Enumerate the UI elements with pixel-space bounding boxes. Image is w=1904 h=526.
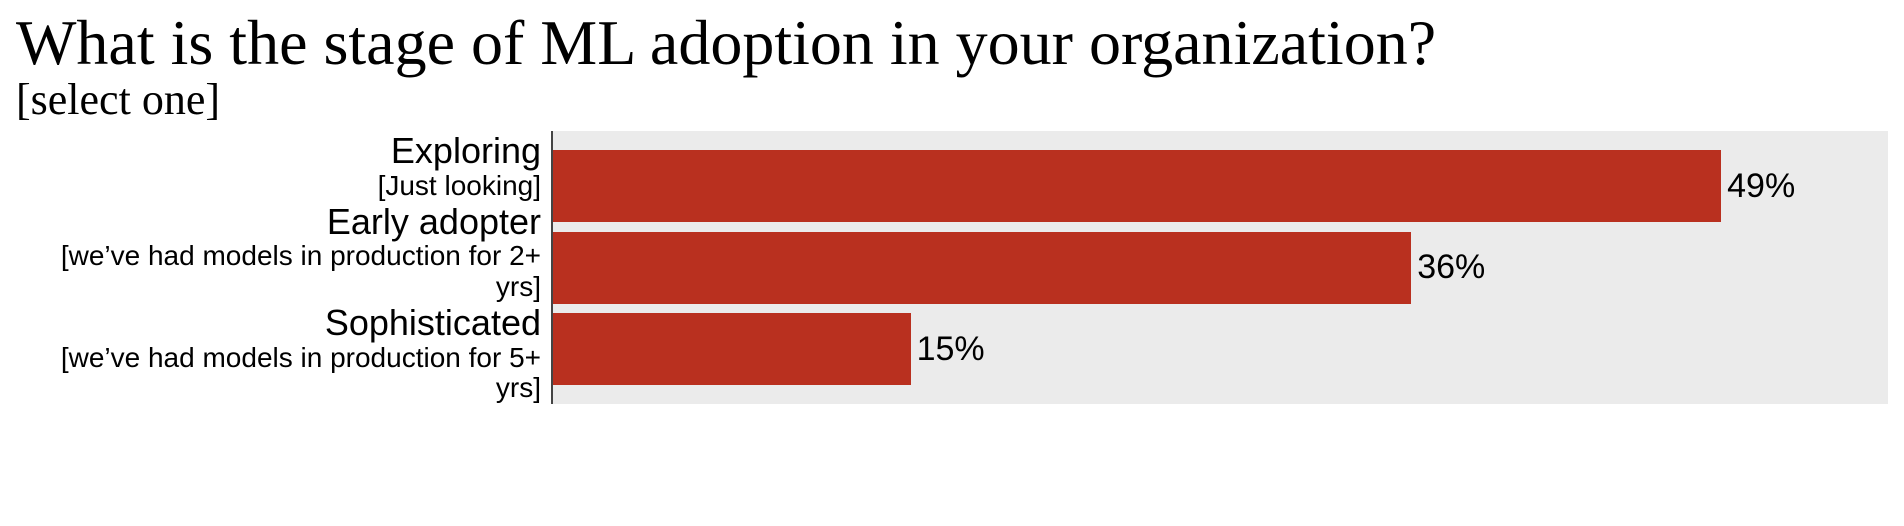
plot-area: 49% 36% 15%: [551, 131, 1888, 404]
bar-chart: Exploring [Just looking] Early adopter […: [16, 131, 1888, 404]
category-label: Sophisticated [we’ve had models in produ…: [16, 303, 541, 404]
category-label-main: Exploring: [16, 131, 541, 171]
category-label-sub: [Just looking]: [16, 171, 541, 202]
chart-title: What is the stage of ML adoption in your…: [16, 8, 1888, 78]
category-label-sub: [we’ve had models in production for 5+ y…: [16, 343, 541, 405]
bar-value: 49%: [1721, 167, 1795, 206]
category-label-main: Sophisticated: [16, 303, 541, 343]
category-labels: Exploring [Just looking] Early adopter […: [16, 131, 551, 404]
bar: [553, 313, 911, 385]
bar-row: 49%: [553, 150, 1888, 222]
bar: [553, 150, 1721, 222]
bar-row: 36%: [553, 232, 1888, 304]
category-label: Exploring [Just looking]: [16, 131, 541, 201]
bar-value: 15%: [911, 330, 985, 369]
category-label-sub: [we’ve had models in production for 2+ y…: [16, 241, 541, 303]
chart-subtitle: [select one]: [16, 74, 1888, 125]
category-label-main: Early adopter: [16, 202, 541, 242]
category-label: Early adopter [we’ve had models in produ…: [16, 202, 541, 303]
bar: [553, 232, 1411, 304]
chart-slide: What is the stage of ML adoption in your…: [0, 0, 1904, 420]
bar-value: 36%: [1411, 248, 1485, 287]
bar-row: 15%: [553, 313, 1888, 385]
